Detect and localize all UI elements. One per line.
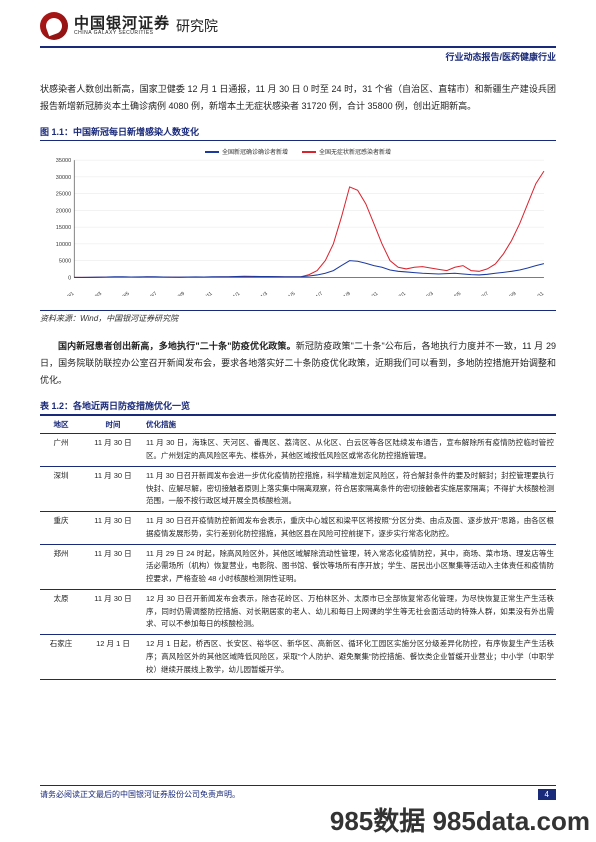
svg-text:2021/11: 2021/11	[362, 291, 380, 296]
cell-date: 11 月 30 日	[82, 434, 144, 467]
company-logo	[40, 12, 68, 40]
th-date: 时间	[82, 416, 144, 434]
cell-measure: 11 月 30 日，海珠区、天河区、番禺区、荔湾区、从化区、白云区等各区陆续发布…	[144, 434, 556, 467]
svg-text:2022/9: 2022/9	[502, 291, 518, 296]
page-header: 中国银河证券 CHINA GALAXY SECURITIES 研究院	[0, 0, 596, 44]
legend-item-2: 全国无症状新冠感染者新增	[302, 147, 391, 156]
cell-region: 重庆	[40, 512, 82, 545]
table-header-row: 地区 时间 优化措施	[40, 416, 556, 434]
footer-disclaimer: 请务必阅读正文最后的中国银河证券股份公司免责声明。	[40, 789, 240, 800]
watermark: 985数据 985data.com	[330, 801, 590, 838]
chart-legend: 全国新冠确诊确诊者新增 全国无症状新冠感染者新增	[46, 147, 550, 156]
svg-text:35000: 35000	[56, 158, 71, 164]
cell-date: 11 月 30 日	[82, 589, 144, 634]
cell-date: 11 月 30 日	[82, 466, 144, 511]
institute-label: 研究院	[176, 16, 218, 36]
table-body: 广州11 月 30 日11 月 30 日，海珠区、天河区、番禺区、荔湾区、从化区…	[40, 434, 556, 680]
cell-region: 郑州	[40, 544, 82, 589]
svg-text:20000: 20000	[56, 209, 71, 215]
svg-text:2020/3: 2020/3	[88, 291, 104, 296]
policy-table: 地区 时间 优化措施 广州11 月 30 日11 月 30 日，海珠区、天河区、…	[40, 415, 556, 680]
svg-text:2021/9: 2021/9	[336, 291, 352, 296]
cell-measure: 11 月 29 日 24 时起，除高风险区外，其他区域解除流动性管理，转入常态化…	[144, 544, 556, 589]
cell-measure: 11 月 30 日召开新闻发布会进一步优化疫情防控措施，科学精准划定风险区，符合…	[144, 466, 556, 511]
cell-date: 11 月 30 日	[82, 544, 144, 589]
svg-text:2020/7: 2020/7	[143, 291, 159, 296]
svg-text:2021/5: 2021/5	[281, 291, 297, 296]
svg-text:2020/5: 2020/5	[115, 291, 131, 296]
policy-paragraph: 国内新冠患者创出新高，多地执行"二十条"防疫优化政策。新冠防疫政策"二十条"公布…	[40, 338, 556, 389]
table-row: 石家庄12 月 1 日12 月 1 日起，桥西区、长安区、裕华区、新华区、高新区…	[40, 635, 556, 680]
svg-text:10000: 10000	[56, 242, 71, 248]
svg-text:2020/9: 2020/9	[170, 291, 186, 296]
company-name-en: CHINA GALAXY SECURITIES	[74, 31, 170, 36]
table-row: 广州11 月 30 日11 月 30 日，海珠区、天河区、番禺区、荔湾区、从化区…	[40, 434, 556, 467]
page-content: 状感染者人数创出新高，国家卫健委 12 月 1 日通报，11 月 30 日 0 …	[0, 63, 596, 680]
svg-text:2020/1: 2020/1	[60, 291, 76, 296]
company-name-block: 中国银河证券 CHINA GALAXY SECURITIES	[74, 16, 170, 36]
cell-region: 广州	[40, 434, 82, 467]
svg-text:2021/1: 2021/1	[226, 291, 242, 296]
policy-para-lead: 国内新冠患者创出新高，多地执行"二十条"防疫优化政策。	[58, 341, 296, 351]
header-subtitle: 行业动态报告/医药健康行业	[0, 48, 596, 63]
svg-text:2021/7: 2021/7	[309, 291, 325, 296]
th-measure: 优化措施	[144, 416, 556, 434]
cell-measure: 11 月 30 日召开疫情防控新闻发布会表示，重庆中心城区和梁平区将按照"分区分…	[144, 512, 556, 545]
figure-title: 图 1.1：中国新冠每日新增感染人数变化	[40, 125, 556, 141]
chart-svg: 0 5000 10000 15000 20000 25000 30000 35000 2020/…	[46, 156, 550, 296]
company-name-cn: 中国银河证券	[74, 16, 170, 31]
svg-text:5000: 5000	[59, 259, 71, 265]
svg-text:15000: 15000	[56, 225, 71, 231]
table-title: 表 1.2：各地近两日防疫措施优化一览	[40, 399, 556, 415]
page-footer: 请务必阅读正文最后的中国银河证券股份公司免责声明。 4	[40, 789, 556, 800]
table-row: 深圳11 月 30 日11 月 30 日召开新闻发布会进一步优化疫情防控措施，科…	[40, 466, 556, 511]
svg-text:2022/5: 2022/5	[447, 291, 463, 296]
cell-region: 深圳	[40, 466, 82, 511]
svg-text:2022/11: 2022/11	[528, 291, 546, 296]
legend-label-2: 全国无症状新冠感染者新增	[319, 147, 391, 156]
legend-item-1: 全国新冠确诊确诊者新增	[205, 147, 288, 156]
legend-swatch-2	[302, 151, 316, 153]
table-row: 重庆11 月 30 日11 月 30 日召开疫情防控新闻发布会表示，重庆中心城区…	[40, 512, 556, 545]
table-row: 郑州11 月 30 日11 月 29 日 24 时起，除高风险区外，其他区域解除…	[40, 544, 556, 589]
cell-date: 11 月 30 日	[82, 512, 144, 545]
cell-measure: 12 月 1 日起，桥西区、长安区、裕华区、新华区、高新区、循环化工园区实施分区…	[144, 635, 556, 680]
cell-region: 太原	[40, 589, 82, 634]
chart-source: 资料来源：Wind，中国银河证券研究院	[40, 310, 556, 324]
svg-text:0: 0	[68, 276, 71, 282]
cell-date: 12 月 1 日	[82, 635, 144, 680]
table-row: 太原11 月 30 日12 月 30 日召开新闻发布会表示，除杏花岭区、万柏林区…	[40, 589, 556, 634]
svg-text:2021/3: 2021/3	[253, 291, 269, 296]
svg-text:2022/1: 2022/1	[391, 291, 407, 296]
svg-text:30000: 30000	[56, 175, 71, 181]
svg-text:25000: 25000	[56, 192, 71, 198]
svg-text:2022/7: 2022/7	[474, 291, 490, 296]
th-region: 地区	[40, 416, 82, 434]
cell-measure: 12 月 30 日召开新闻发布会表示，除杏花岭区、万柏林区外、太原市已全部恢复常…	[144, 589, 556, 634]
intro-paragraph: 状感染者人数创出新高，国家卫健委 12 月 1 日通报，11 月 30 日 0 …	[40, 81, 556, 115]
covid-chart: 全国新冠确诊确诊者新增 全国无症状新冠感染者新增 0 5000 10000 15000…	[40, 143, 556, 308]
footer-rule	[40, 785, 556, 786]
svg-text:2022/3: 2022/3	[419, 291, 435, 296]
svg-text:2020/11: 2020/11	[196, 291, 214, 296]
cell-region: 石家庄	[40, 635, 82, 680]
page-number: 4	[538, 789, 556, 800]
legend-label-1: 全国新冠确诊确诊者新增	[222, 147, 288, 156]
legend-swatch-1	[205, 151, 219, 153]
